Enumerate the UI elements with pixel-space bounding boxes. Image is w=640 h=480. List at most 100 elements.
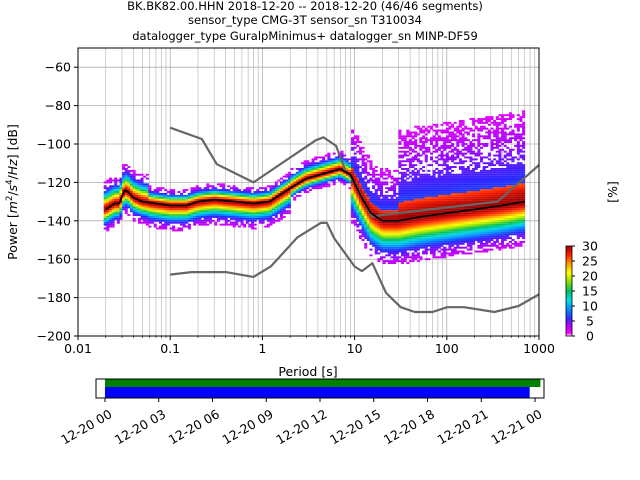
- heatmap-cell: [469, 127, 473, 130]
- heatmap-cell: [406, 141, 410, 144]
- heatmap-cell: [324, 177, 328, 180]
- heatmap-cell: [240, 208, 244, 211]
- heatmap-cell: [448, 135, 452, 138]
- heatmap-cell: [358, 179, 362, 182]
- heatmap-cell: [379, 225, 384, 228]
- heatmap-cell: [306, 179, 310, 182]
- heatmap-cell: [145, 206, 149, 209]
- heatmap-cell: [235, 202, 239, 205]
- heatmap-cell: [445, 248, 449, 251]
- heatmap-cell: [240, 206, 244, 209]
- heatmap-cell: [482, 244, 486, 247]
- heatmap-cell: [206, 185, 210, 188]
- heatmap-cell: [240, 221, 244, 224]
- heatmap-cell: [322, 183, 326, 186]
- heatmap-cell: [345, 177, 349, 180]
- heatmap-cell: [440, 244, 444, 247]
- heatmap-cell: [282, 198, 286, 201]
- heatmap-cell: [429, 204, 434, 207]
- heatmap-cell: [266, 216, 270, 218]
- heatmap-cell: [479, 225, 484, 228]
- heatmap-cell: [485, 166, 489, 168]
- heatmap-cell: [143, 206, 147, 209]
- heatmap-cell: [495, 229, 499, 232]
- heatmap-cell: [490, 116, 494, 119]
- heatmap-cell: [385, 173, 389, 176]
- heatmap-cell: [280, 189, 284, 192]
- heatmap-cell: [361, 171, 365, 174]
- heatmap-cell: [266, 192, 270, 195]
- heatmap-cell: [424, 221, 428, 224]
- heatmap-cell: [427, 181, 431, 184]
- heatmap-cell: [445, 219, 449, 222]
- heatmap-cell: [264, 187, 268, 190]
- heatmap-cell: [427, 187, 431, 190]
- heatmap-cell: [303, 179, 307, 182]
- heatmap-cell: [269, 191, 273, 193]
- heatmap-cell: [232, 187, 236, 190]
- heatmap-cell: [108, 196, 112, 199]
- heatmap-cell: [437, 183, 441, 186]
- heatmap-cell: [151, 194, 155, 197]
- heatmap-cell: [398, 164, 402, 167]
- heatmap-cell: [140, 183, 144, 186]
- heatmap-cell: [169, 198, 173, 201]
- heatmap-cell: [443, 137, 447, 140]
- heatmap-cell: [132, 198, 136, 201]
- heatmap-cell: [153, 216, 157, 218]
- heatmap-cell: [377, 239, 381, 241]
- heatmap-cell: [474, 217, 478, 220]
- heatmap-cell: [272, 210, 276, 213]
- heatmap-cell: [514, 227, 518, 230]
- heatmap-cell: [385, 227, 389, 230]
- heatmap-cell: [472, 120, 476, 122]
- heatmap-cell: [435, 125, 439, 128]
- heatmap-cell: [201, 208, 205, 211]
- heatmap-cell: [177, 194, 181, 197]
- heatmap-cell: [472, 196, 476, 199]
- heatmap-cell: [443, 175, 447, 178]
- heatmap-cell: [214, 189, 218, 192]
- heatmap-cell: [435, 141, 439, 144]
- heatmap-cell: [348, 177, 352, 180]
- heatmap-cell: [429, 183, 434, 186]
- heatmap-cell: [395, 244, 399, 247]
- heatmap-cell: [401, 156, 405, 159]
- heatmap-cell: [356, 164, 360, 167]
- heatmap-cell: [424, 227, 428, 230]
- heatmap-cell: [469, 164, 473, 167]
- heatmap-cell: [243, 191, 247, 193]
- heatmap-cell: [440, 229, 444, 232]
- heatmap-cell: [153, 204, 157, 207]
- heatmap-cell: [111, 198, 115, 201]
- heatmap-cell: [264, 217, 268, 220]
- heatmap-cell: [432, 239, 436, 241]
- heatmap-cell: [443, 250, 447, 253]
- heatmap-cell: [456, 252, 460, 255]
- heatmap-cell: [414, 189, 418, 192]
- heatmap-cell: [443, 185, 447, 188]
- heatmap-cell: [493, 208, 497, 211]
- heatmap-cell: [274, 183, 278, 186]
- heatmap-cell: [243, 202, 247, 205]
- heatmap-cell: [414, 208, 418, 211]
- heatmap-cell: [401, 216, 405, 218]
- heatmap-cell: [351, 204, 355, 207]
- heatmap-cell: [185, 225, 189, 228]
- heatmap-cell: [472, 219, 476, 222]
- heatmap-cell: [148, 225, 152, 228]
- heatmap-cell: [453, 239, 457, 241]
- heatmap-cell: [448, 139, 452, 142]
- heatmap-cell: [419, 191, 423, 193]
- heatmap-cell: [411, 135, 415, 138]
- heatmap-cell: [472, 187, 476, 190]
- heatmap-cell: [353, 187, 357, 190]
- heatmap-cell: [187, 208, 191, 211]
- heatmap-cell: [364, 235, 368, 238]
- heatmap-cell: [372, 200, 376, 203]
- heatmap-cell: [451, 219, 455, 222]
- heatmap-cell: [501, 189, 505, 192]
- heatmap-cell: [482, 189, 486, 192]
- heatmap-cell: [369, 198, 373, 201]
- heatmap-cell: [416, 254, 420, 257]
